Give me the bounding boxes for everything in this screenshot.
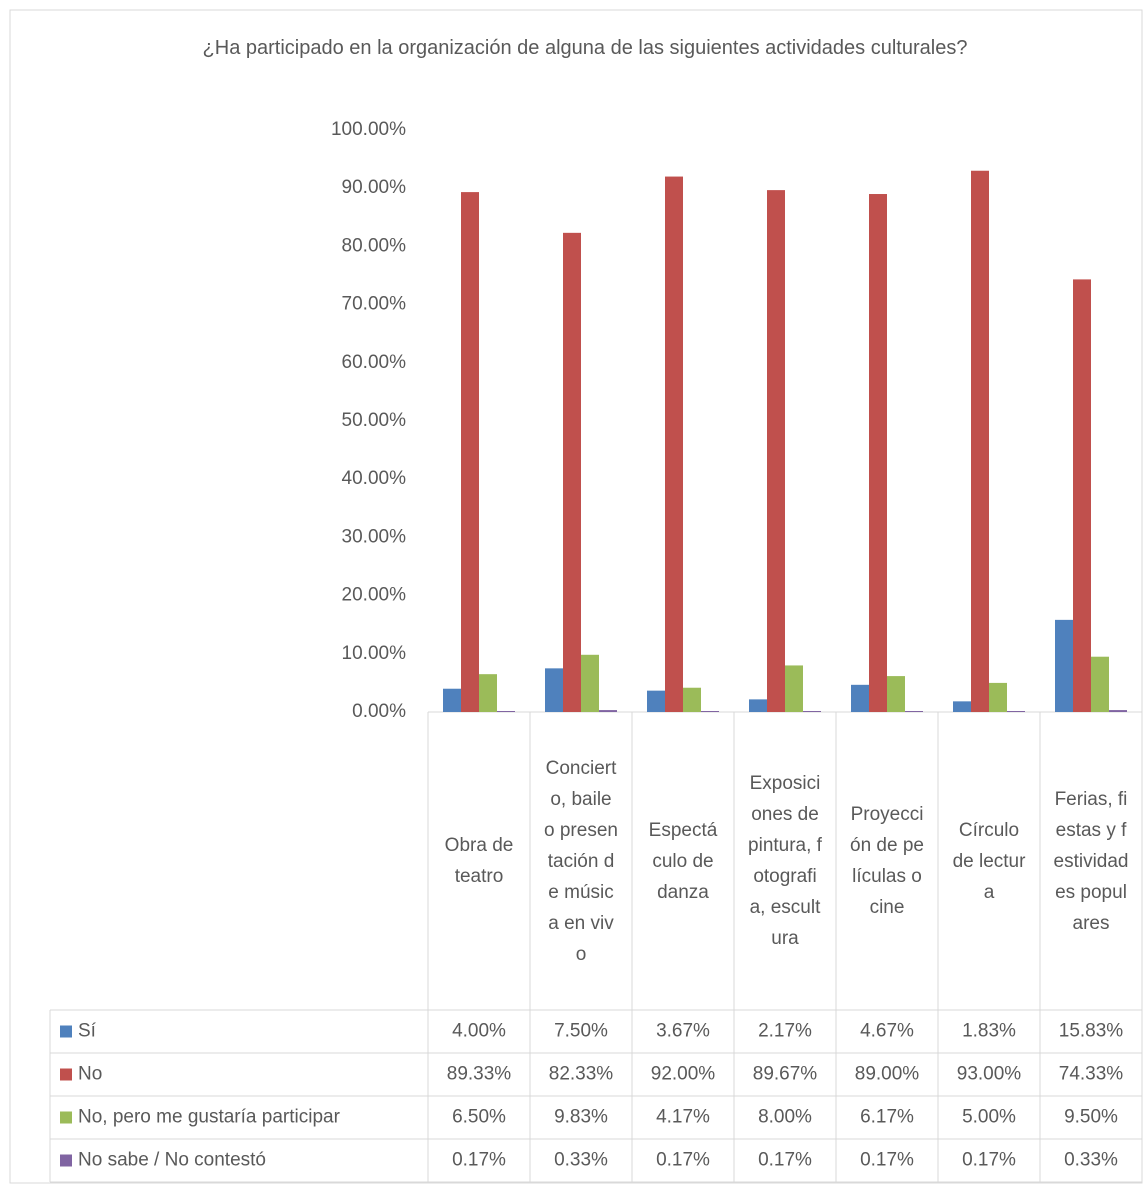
y-tick-label: 50.00% bbox=[342, 410, 407, 431]
bar bbox=[581, 654, 599, 712]
bar bbox=[1007, 711, 1025, 712]
category-text: Concierto, baile o presentación de músic… bbox=[544, 757, 618, 965]
x-tick-label: Proyección de películas o cine bbox=[836, 712, 938, 1010]
y-tick-label: 20.00% bbox=[342, 585, 407, 606]
x-tick-label: Concierto, baile o presentación de músic… bbox=[530, 712, 632, 1010]
y-tick-label: 90.00% bbox=[342, 177, 407, 198]
bar bbox=[785, 665, 803, 712]
y-tick-label: 40.00% bbox=[342, 468, 407, 489]
table-value: 89.00% bbox=[855, 1064, 920, 1085]
table-value: 89.33% bbox=[447, 1064, 512, 1085]
table-value: 1.83% bbox=[962, 1021, 1016, 1042]
legend-key bbox=[60, 1025, 72, 1038]
legend-label: Sí bbox=[78, 1021, 97, 1042]
table-value: 92.00% bbox=[651, 1064, 716, 1085]
table-value: 0.17% bbox=[656, 1150, 710, 1171]
bar bbox=[479, 674, 497, 712]
bar bbox=[647, 690, 665, 712]
x-tick-label: Exposiciones de pintura, fotografia, esc… bbox=[734, 712, 836, 1010]
bar bbox=[461, 192, 479, 713]
y-tick-label: 0.00% bbox=[352, 701, 406, 722]
table-value: 0.33% bbox=[554, 1150, 608, 1171]
bar bbox=[803, 711, 821, 712]
y-tick-label: 10.00% bbox=[342, 643, 407, 664]
category-text: Círculo de lectura bbox=[952, 819, 1026, 903]
table-value: 8.00% bbox=[758, 1107, 812, 1128]
bar bbox=[887, 676, 905, 712]
table-value: 0.17% bbox=[452, 1150, 506, 1171]
bar bbox=[599, 710, 617, 712]
bar bbox=[905, 711, 923, 712]
table-value: 74.33% bbox=[1059, 1064, 1124, 1085]
y-tick-label: 100.00% bbox=[331, 119, 406, 140]
table-value: 9.83% bbox=[554, 1107, 608, 1128]
bar bbox=[563, 232, 581, 712]
legend-label: No, pero me gustaría participar bbox=[78, 1107, 341, 1128]
bar bbox=[443, 688, 461, 712]
table-value: 0.17% bbox=[758, 1150, 812, 1171]
bar bbox=[851, 684, 869, 712]
table-value: 7.50% bbox=[554, 1021, 608, 1042]
bar bbox=[971, 170, 989, 713]
bar bbox=[749, 699, 767, 712]
table-value: 4.67% bbox=[860, 1021, 914, 1042]
table-value: 0.17% bbox=[962, 1150, 1016, 1171]
category-text: Exposiciones de pintura, fotografia, esc… bbox=[748, 773, 822, 949]
category-text: Ferias, fiestas y festividades populares bbox=[1053, 788, 1129, 934]
table-value: 2.17% bbox=[758, 1021, 812, 1042]
bar bbox=[989, 682, 1007, 712]
table-value: 4.17% bbox=[656, 1107, 710, 1128]
table-value: 15.83% bbox=[1059, 1021, 1124, 1042]
table-value: 0.33% bbox=[1064, 1150, 1118, 1171]
bar bbox=[767, 190, 785, 712]
category-text: Espectáculo de danza bbox=[648, 819, 718, 903]
table-value: 93.00% bbox=[957, 1064, 1022, 1085]
bar bbox=[1073, 279, 1091, 712]
legend-label: No sabe / No contestó bbox=[78, 1150, 266, 1171]
bar bbox=[701, 711, 719, 712]
x-tick-label: Obra de teatro bbox=[428, 712, 530, 1010]
bar bbox=[683, 687, 701, 712]
x-tick-label: Círculo de lectura bbox=[938, 712, 1040, 1010]
category-text: Proyección de películas o cine bbox=[850, 804, 924, 918]
bar bbox=[497, 711, 515, 712]
table-value: 6.50% bbox=[452, 1107, 506, 1128]
x-tick-label: Ferias, fiestas y festividades populares bbox=[1040, 712, 1142, 1010]
table-value: 0.17% bbox=[860, 1150, 914, 1171]
bar bbox=[1091, 656, 1109, 712]
category-text: Obra de teatro bbox=[444, 835, 514, 887]
table-value: 5.00% bbox=[962, 1107, 1016, 1128]
legend-key bbox=[60, 1154, 72, 1167]
x-tick-label: Espectáculo de danza bbox=[632, 712, 734, 1010]
y-tick-label: 30.00% bbox=[342, 526, 407, 547]
bar bbox=[953, 701, 971, 712]
table-value: 82.33% bbox=[549, 1064, 614, 1085]
chart-title: ¿Ha participado en la organización de al… bbox=[202, 37, 968, 59]
legend-key bbox=[60, 1068, 72, 1081]
bar bbox=[869, 194, 887, 712]
y-tick-label: 60.00% bbox=[342, 352, 407, 373]
table-value: 6.17% bbox=[860, 1107, 914, 1128]
bar bbox=[665, 176, 683, 712]
table-value: 89.67% bbox=[753, 1064, 818, 1085]
legend-label: No bbox=[78, 1064, 102, 1085]
legend-key bbox=[60, 1111, 72, 1124]
bar bbox=[1055, 619, 1073, 712]
bar bbox=[545, 668, 563, 712]
y-tick-label: 80.00% bbox=[342, 235, 407, 256]
y-tick-label: 70.00% bbox=[342, 294, 407, 315]
table-value: 3.67% bbox=[656, 1021, 710, 1042]
table-value: 9.50% bbox=[1064, 1107, 1118, 1128]
table-value: 4.00% bbox=[452, 1021, 506, 1042]
bar bbox=[1109, 710, 1127, 712]
